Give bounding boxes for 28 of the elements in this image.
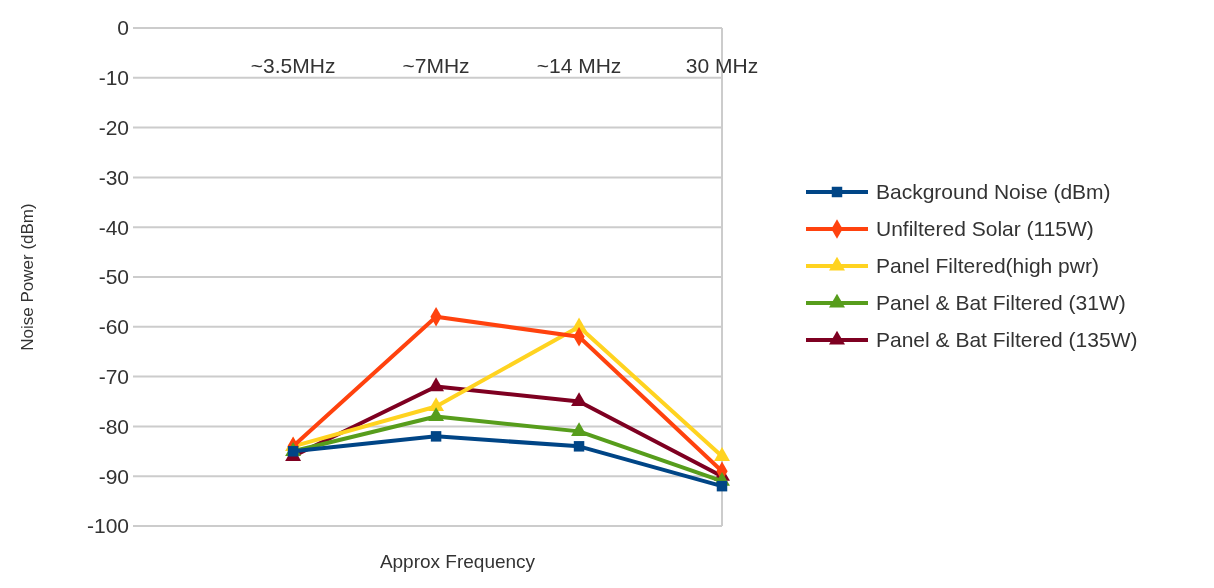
legend-label: Unfiltered Solar (115W): [876, 217, 1094, 241]
legend-label: Panel Filtered(high pwr): [876, 254, 1099, 278]
point: [428, 377, 445, 392]
y-tick-label: -70: [98, 364, 129, 388]
y-tick-label: -90: [98, 464, 129, 488]
y-axis-title: Noise Power (dBm): [18, 203, 37, 351]
y-tick-label: -40: [98, 215, 129, 239]
point: [714, 447, 730, 461]
x-tick-label: ~3.5MHz: [250, 54, 336, 77]
legend-label: Panel & Bat Filtered (31W): [876, 291, 1126, 315]
y-tick-label: -10: [98, 66, 129, 90]
y-tick-label: -100: [86, 514, 129, 538]
x-tick-label: ~14 MHz: [536, 54, 622, 77]
point: [428, 407, 445, 422]
y-tick-label: -80: [98, 414, 129, 438]
point: [428, 397, 445, 412]
legend-label: Panel & Bat Filtered (135W): [876, 328, 1138, 352]
y-tick-label: 0: [117, 16, 129, 40]
y-tick-label: -50: [98, 265, 129, 289]
y-tick-label: -30: [98, 165, 129, 189]
x-tick-label: ~7MHz: [402, 54, 470, 77]
point: [571, 422, 588, 436]
legend-label: Background Noise (dBm): [876, 180, 1111, 204]
y-tick-label: -60: [98, 315, 129, 339]
point: [571, 392, 588, 407]
x-axis-title: Approx Frequency: [379, 551, 536, 572]
y-tick-label: -20: [98, 115, 129, 139]
x-tick-label: 30 MHz: [685, 54, 759, 77]
